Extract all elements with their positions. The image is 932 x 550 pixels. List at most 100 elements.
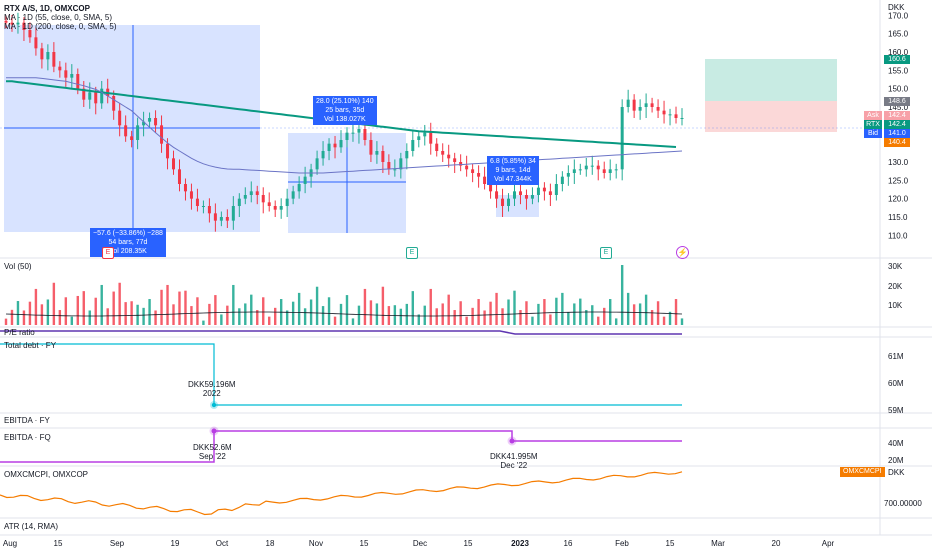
ebitda-marker-1[interactable] [211,428,217,434]
range-box-1-volume: Vol 208.35K [109,248,147,255]
symbol-title[interactable]: RTX A/S, 1D, OMXCOP [4,4,90,13]
volume-tick-label: 30K [888,262,903,271]
candle-body [297,184,301,192]
price-tick-label: 150.0 [888,85,909,94]
volume-bar [94,297,97,325]
volume-bar [519,310,522,325]
earnings-badge-2[interactable]: E [406,247,418,259]
candle-body [644,103,648,107]
candle-body [70,74,74,78]
candle-body [219,217,223,221]
volume-bar [22,310,26,325]
time-tick-label: Oct [216,539,229,548]
candle-body [183,184,187,192]
volume-bar [184,290,187,325]
omx-line [0,471,683,516]
volume-bar [34,288,38,325]
ask-label: Ask [864,111,882,120]
candle-body [459,162,463,166]
volume-bar [82,291,85,325]
candle-body [524,195,528,199]
price-tag-ask: 142.4 [884,111,910,120]
volume-bar [333,316,337,325]
ma200-legend[interactable]: MA · 1D (200, close, 0, SMA, 5) [4,22,117,31]
candle-body [345,132,349,140]
candle-body [602,169,606,173]
candle-body [453,158,457,162]
candle-body [136,125,140,140]
volume-bar [411,291,414,325]
range-box-2-change: 28.0 (25.10%) 140 [316,98,374,105]
omx-pane-title: OMXCMCPI, OMXCOP [4,470,89,479]
range-box-3[interactable] [496,195,539,217]
candle-body [10,22,14,25]
candle-body [423,132,427,137]
volume-bar [52,282,56,325]
time-axis[interactable]: Aug 15 Sep 19 Oct 18 Nov 15 Dec 15 2023 16 Feb 15 Mar 2… [3,539,835,548]
volume-bar [603,307,606,325]
pe-pane-title: P/E ratio [4,328,35,337]
volume-bar [644,294,648,325]
volume-bar [70,316,74,325]
volume-bar [662,316,666,325]
candle-body [381,151,385,162]
volume-bar [303,308,307,325]
candle-body [572,169,576,173]
candle-body [650,103,654,107]
volume-bar [268,316,271,325]
volume-bar [244,303,247,325]
debt-tick-label: 60M [888,379,904,388]
candle-body [393,169,397,171]
time-tick-label: Nov [309,539,323,548]
candle-body [369,140,373,155]
ebitda-line [0,430,682,463]
price-tick-label: 120.0 [888,195,909,204]
candle-body [632,99,636,111]
candle-body [273,206,277,210]
candle-body [530,195,534,199]
earnings-badge-1[interactable]: E [102,247,114,259]
candle-body [435,143,439,151]
earnings-badge-3[interactable]: E [600,247,612,259]
candle-body [321,151,325,159]
volume-bar [196,297,199,325]
candle-body [285,198,289,206]
candle-body [76,74,80,89]
debt-marker[interactable] [211,402,217,408]
volume-bar [40,304,44,325]
volume-bar [531,316,534,325]
candle-body [40,48,44,60]
candle-body [501,198,505,206]
ma55-line [6,77,683,174]
price-tick-label: 165.0 [888,30,909,39]
price-tag-target: 160.6 [884,55,910,64]
volume-bar [447,294,450,325]
dividend-lightning-icon[interactable]: ⚡ [676,246,689,259]
candle-body [213,213,217,221]
volume-bar [453,310,456,325]
time-tick-label: Aug [3,539,17,548]
candle-body [267,202,271,206]
candle-body [339,140,343,148]
candle-body [315,158,319,170]
candle-body [261,195,265,203]
candle-body [237,198,241,206]
price-pane[interactable]: 170.0165.0160.0155.0150.0145.0140.0135.0… [0,11,909,465]
loss-zone [705,101,837,132]
candle-body [100,88,104,104]
volume-bar [238,308,241,325]
candle-body [22,22,26,30]
ebitda-marker-2[interactable] [509,438,515,444]
volume-bar [208,303,211,325]
price-axis[interactable]: 170.0165.0160.0155.0150.0145.0140.0135.0… [888,11,909,465]
ma55-legend[interactable]: MA · 1D (55, close, 0, SMA, 5) [4,13,113,22]
volume-bar [543,299,546,325]
candle-body [4,20,8,23]
volume-bar [585,310,588,325]
ebitda-annotation-2-value: DKK41.995M [490,452,538,461]
volume-bar [674,299,678,325]
volume-bar [190,306,193,325]
time-tick-label: 19 [171,539,180,548]
candle-body [387,162,391,170]
